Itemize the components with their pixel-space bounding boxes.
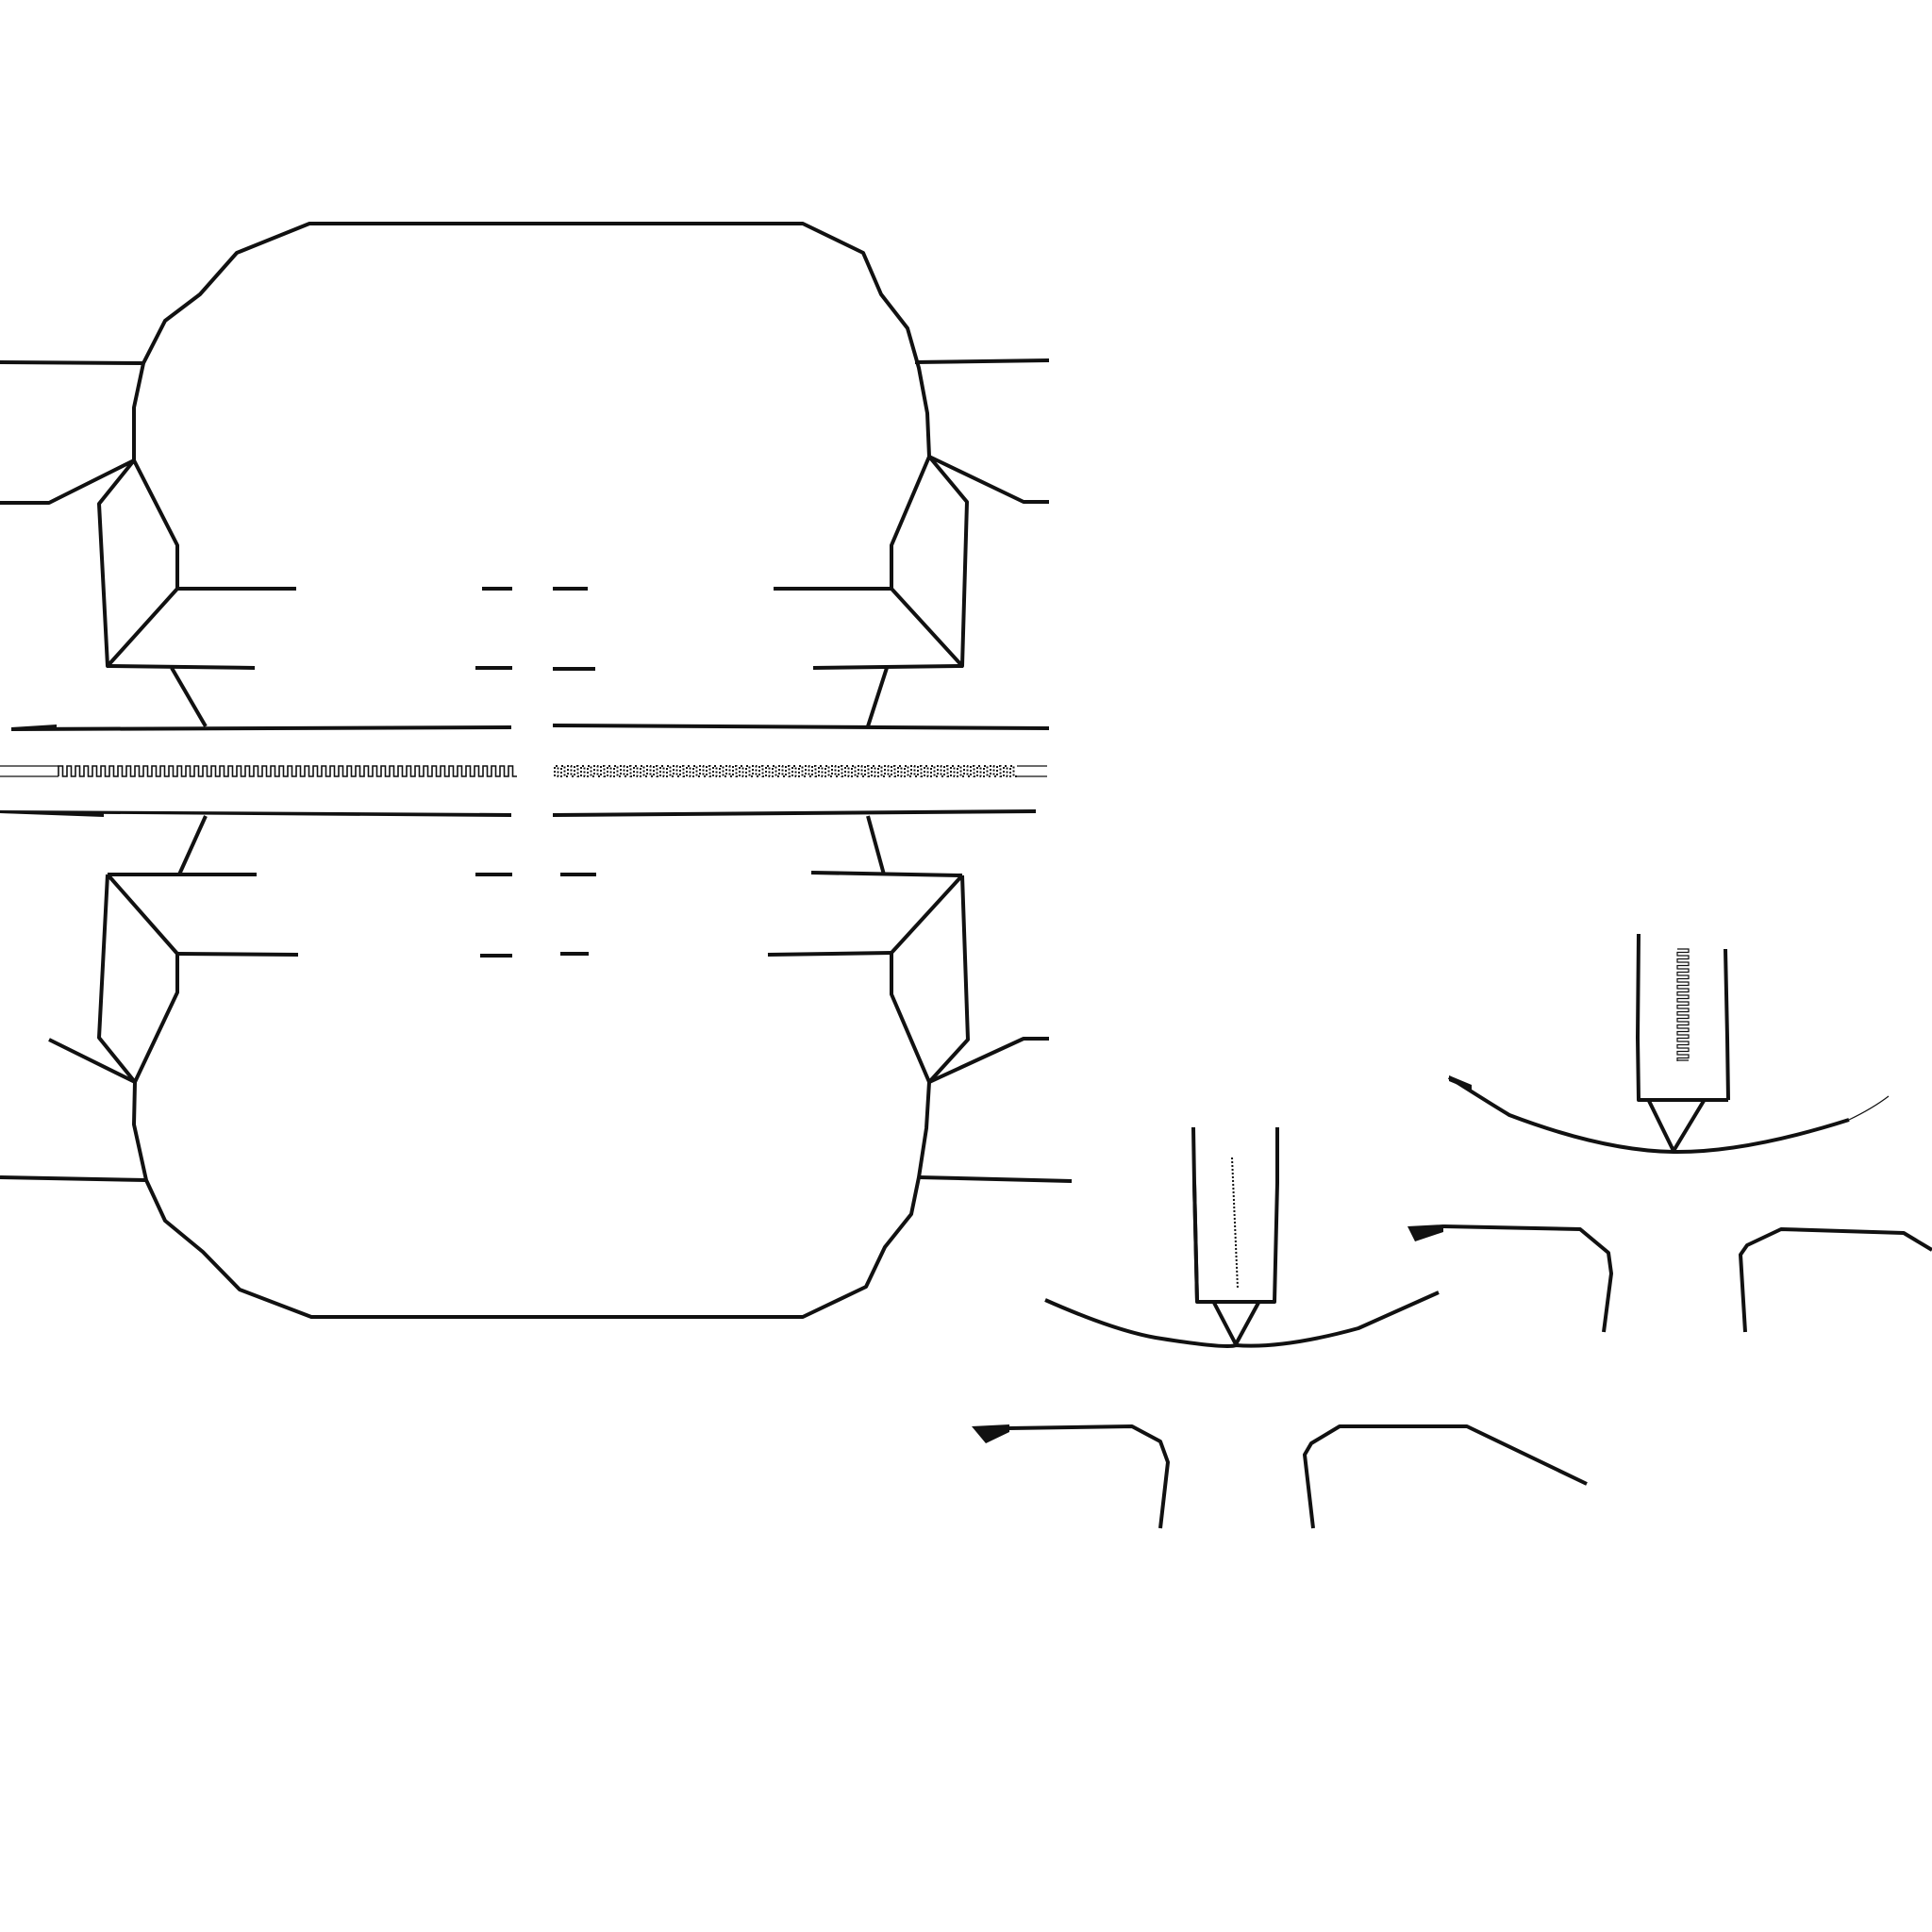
parting-taper-left: [11, 724, 57, 727]
serrated-insert-strip: [0, 765, 1047, 777]
lower-flange-line-right: [918, 1175, 1073, 1183]
upper-flange-line-right-top: [914, 358, 1050, 364]
upper-rib-2-right: [812, 664, 963, 670]
parting-line-gap: [0, 724, 1049, 817]
nozzle-right-wall-left-tip: [1407, 1224, 1443, 1241]
nozzle-right-body-right: [1724, 948, 1730, 1101]
upper-housing-outline: [142, 222, 931, 458]
nozzle-left-inner: [1231, 1157, 1239, 1290]
lower-flange-line-left: [0, 1175, 147, 1182]
nozzle-left-wall-left: [1008, 1424, 1170, 1529]
nozzle-right-curve-tail: [1848, 1095, 1890, 1121]
lower-rib-1-right: [810, 871, 963, 877]
upper-flange-line-left-top: [0, 360, 144, 365]
serration-teeth-right: [554, 765, 1017, 777]
injection-nozzle-detail-left: [972, 1126, 1588, 1529]
nozzle-right-serration: [1676, 948, 1690, 1061]
upper-leg-left: [170, 666, 208, 728]
lower-right-strut: [928, 1037, 1049, 1084]
parting-bottom-left: [0, 810, 511, 817]
nozzle-left-wall-left-tip: [972, 1424, 1009, 1443]
nozzle-right-wall-right: [1739, 1227, 1932, 1333]
upper-right-brace: [890, 455, 1049, 668]
nozzle-left-wall-right: [1303, 1424, 1588, 1529]
nozzle-left-bore: [1192, 1182, 1199, 1303]
nozzle-left-cavity-curve: [1044, 1291, 1440, 1348]
lower-left-brace: [97, 873, 179, 1084]
parting-bottom-right: [553, 809, 1036, 817]
nozzle-right-cavity-curve: [1447, 1075, 1850, 1155]
lower-left-strut: [48, 1038, 136, 1084]
nozzle-right-tip: [1647, 1099, 1706, 1153]
nozzle-right-body-left: [1636, 933, 1728, 1102]
parting-top-left: [11, 725, 511, 731]
upper-leg-right: [866, 667, 889, 727]
parting-top-right: [553, 724, 1049, 730]
lower-mold-housing: [0, 815, 1073, 1319]
parting-taper-bottom: [0, 813, 104, 817]
upper-rib-2-left: [107, 664, 256, 670]
nozzle-right-curve-head: [1449, 1075, 1472, 1091]
lower-right-brace: [890, 874, 970, 1084]
lower-leg-left: [177, 815, 208, 875]
lower-leg-right: [866, 815, 886, 875]
lower-housing-outline: [132, 1081, 931, 1319]
injection-nozzle-detail-right: [1407, 933, 1932, 1333]
lower-rib-2-left: [176, 952, 299, 957]
upper-mold-housing: [0, 222, 1050, 728]
nozzle-left-body: [1191, 1126, 1279, 1304]
lower-rib-2-right: [767, 951, 892, 957]
nozzle-right-wall-left: [1442, 1224, 1613, 1333]
nozzle-left-tip: [1212, 1302, 1260, 1346]
upper-housing-left-edge: [132, 362, 145, 460]
upper-left-brace: [0, 458, 179, 668]
serration-teeth-left: [58, 765, 517, 777]
